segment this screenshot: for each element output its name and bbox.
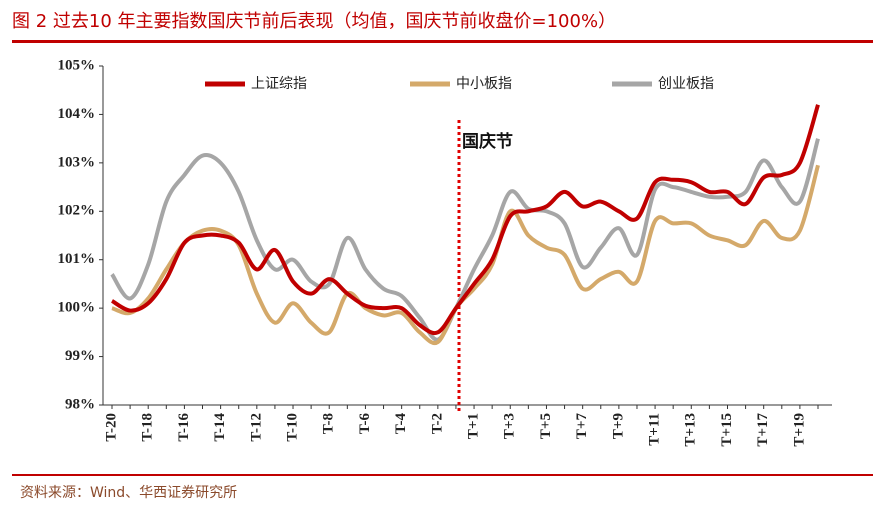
x-tick-label: T+7	[574, 413, 590, 440]
x-tick-label: T-10	[284, 413, 300, 442]
x-tick-label: T+1	[465, 413, 481, 439]
x-tick-label: T-18	[140, 413, 156, 442]
x-tick-label: T+17	[755, 413, 771, 447]
x-tick-label: T-6	[357, 413, 373, 435]
legend-label: 创业板指	[658, 76, 714, 92]
x-tick-label: T-20	[103, 413, 119, 442]
x-tick-label: T+3	[502, 413, 518, 439]
y-tick-label: 102%	[58, 203, 96, 219]
y-tick-label: 103%	[58, 154, 96, 170]
y-tick-label: 98%	[65, 396, 95, 412]
x-tick-label: T+9	[610, 413, 626, 439]
y-tick-label: 105%	[58, 57, 96, 73]
x-tick-label: T-14	[212, 413, 228, 442]
legend-label: 上证综指	[251, 76, 307, 92]
annotation: 国庆节	[462, 131, 513, 152]
y-tick-label: 100%	[58, 300, 96, 316]
x-tick-label: T+13	[683, 413, 699, 447]
x-tick-label: T-12	[248, 413, 264, 442]
x-tick-label: T+11	[647, 413, 663, 446]
x-tick-label: T-2	[429, 413, 445, 434]
title-rule	[12, 40, 873, 43]
x-tick-label: T+15	[719, 413, 735, 447]
y-tick-label: 99%	[65, 348, 95, 364]
x-tick-label: T-8	[321, 413, 337, 434]
x-tick-label: T-4	[393, 413, 409, 435]
y-tick-label: 104%	[58, 106, 96, 122]
x-tick-label: T+19	[791, 413, 807, 447]
x-tick-label: T-16	[176, 413, 192, 442]
y-tick-label: 101%	[58, 251, 96, 267]
x-tick-label: T+5	[538, 413, 554, 439]
source-rule	[12, 474, 873, 476]
series-line	[110, 104, 820, 336]
series-line	[110, 138, 820, 342]
legend-label: 中小板指	[456, 76, 512, 92]
chart-title: 图 2 过去10 年主要指数国庆节前后表现（均值，国庆节前收盘价=100%）	[12, 11, 616, 32]
source: 资料来源：Wind、华西证券研究所	[20, 485, 237, 501]
